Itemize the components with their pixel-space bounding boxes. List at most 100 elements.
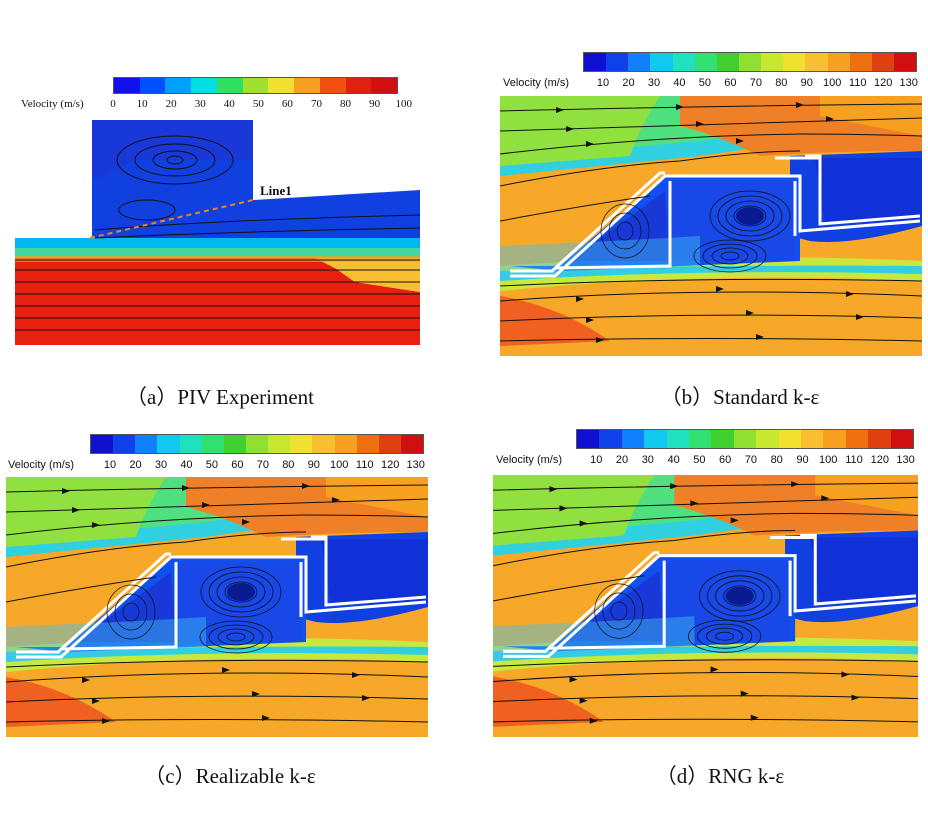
colorbar-swatch: [371, 78, 398, 93]
colorbar-tick-label: 50: [205, 459, 219, 471]
colorbar-swatch: [245, 435, 269, 453]
colorbar-tick-label: 120: [873, 77, 893, 89]
colorbar-label: Velocity (m/s): [503, 77, 570, 89]
colorbar-swatch: [827, 53, 850, 71]
standard-velocity-field: [500, 96, 922, 356]
colorbar-tick-label: 70: [310, 98, 322, 110]
colorbar-swatch: [312, 435, 335, 453]
colorbar-tick-label: 0: [110, 98, 116, 110]
colorbar-swatch: [599, 430, 622, 448]
colorbar-swatch: [738, 53, 762, 71]
colorbar-swatch: [756, 430, 779, 448]
colorbar-swatch: [672, 53, 695, 71]
colorbar-tick-label: 20: [615, 454, 629, 466]
colorbar-tick-label: 130: [896, 454, 915, 466]
colorbar-swatch: [823, 430, 846, 448]
colorbar-standard: [583, 52, 917, 72]
colorbar-swatch: [165, 78, 192, 93]
colorbar-swatch: [801, 430, 824, 448]
colorbar-swatch: [242, 78, 269, 93]
colorbar-tick-label: 60: [231, 459, 244, 471]
colorbar-swatch: [694, 53, 717, 71]
colorbar-tick-label: 40: [223, 98, 235, 110]
colorbar-label: Velocity (m/s): [8, 459, 75, 471]
colorbar-tick-label: 30: [154, 459, 168, 471]
colorbar-ticks: 10 20 30 40 50 60 70 80 90 100 110 120 130: [90, 459, 425, 473]
colorbar-swatch: [666, 430, 690, 448]
colorbar-tick-label: 110: [845, 454, 863, 466]
colorbar-swatch: [621, 430, 645, 448]
colorbar-swatch: [223, 435, 246, 453]
colorbar-swatch: [893, 53, 917, 71]
colorbar-tick-label: 60: [724, 77, 737, 89]
colorbar-tick-label: 90: [800, 77, 813, 89]
colorbar-swatch: [113, 435, 136, 453]
colorbar-swatch: [805, 53, 828, 71]
realizable-velocity-field: [6, 477, 428, 737]
colorbar-swatch: [135, 435, 158, 453]
colorbar-swatch: [179, 435, 202, 453]
colorbar-swatch: [783, 53, 806, 71]
colorbar-tick-label: 110: [848, 77, 867, 89]
colorbar-swatch: [577, 430, 600, 448]
colorbar-ticks: 10 20 30 40 50 60 70 80 90 100 110 120 130: [576, 454, 915, 468]
colorbar-swatch: [268, 78, 295, 93]
colorbar-tick-label: 60: [719, 454, 732, 466]
colorbar-swatch: [733, 430, 757, 448]
caption-c: （c）Realizable k-ε: [144, 764, 316, 788]
colorbar-swatch: [650, 53, 673, 71]
colorbar-tick-label: 20: [129, 459, 142, 471]
colorbar-swatch: [345, 78, 372, 93]
line1-annotation: Line1: [260, 183, 292, 198]
colorbar-tick-label: 10: [590, 454, 603, 466]
colorbar-swatch: [716, 53, 739, 71]
colorbar-tick-label: 50: [698, 77, 712, 89]
colorbar-tick-label: 130: [406, 459, 425, 471]
colorbar-swatch: [644, 430, 667, 448]
colorbar-tick-label: 70: [749, 77, 762, 89]
colorbar-tick-label: 20: [622, 77, 635, 89]
colorbar-tick-label: 90: [369, 98, 381, 110]
colorbar-tick-label: 20: [165, 98, 177, 110]
colorbar-swatch: [268, 435, 291, 453]
colorbar-swatch: [216, 78, 243, 93]
colorbar-tick-label: 70: [256, 459, 269, 471]
rng-velocity-field: [493, 475, 918, 737]
colorbar-swatch: [845, 430, 869, 448]
colorbar-tick-label: 40: [673, 77, 686, 89]
colorbar-swatch: [157, 435, 180, 453]
colorbar-swatch: [849, 53, 872, 71]
caption-a: （a）PIV Experiment: [126, 385, 314, 409]
colorbar-tick-label: 80: [775, 77, 788, 89]
colorbar-swatch: [890, 430, 914, 448]
colorbar-tick-label: 100: [330, 459, 349, 471]
colorbar-swatch: [378, 435, 401, 453]
colorbar-swatch: [689, 430, 712, 448]
colorbar-tick-label: 130: [899, 77, 918, 89]
colorbar-ticks: 10 20 30 40 50 60 70 80 90 100 110 120 130: [583, 77, 918, 91]
colorbar-swatch: [761, 53, 784, 71]
colorbar-tick-label: 10: [136, 98, 148, 110]
colorbar-swatch: [114, 78, 140, 93]
piv-velocity-field: Line1: [15, 120, 421, 345]
colorbar-realizable: [90, 434, 424, 454]
colorbar-tick-label: 120: [380, 459, 400, 471]
colorbar-label: Velocity (m/s): [21, 98, 84, 110]
caption-d: （d）RNG k-ε: [655, 764, 785, 788]
colorbar-ticks: 0 10 20 30 40 50 60 70 80 90 100: [110, 98, 412, 112]
colorbar-tick-label: 40: [180, 459, 193, 471]
colorbar-tick-label: 30: [641, 454, 654, 466]
colorbar-tick-label: 60: [281, 98, 293, 110]
colorbar-swatch: [191, 78, 217, 93]
colorbar-swatch: [584, 53, 607, 71]
colorbar-tick-label: 120: [870, 454, 889, 466]
colorbar-swatch: [334, 435, 357, 453]
colorbar-tick-label: 100: [819, 454, 838, 466]
colorbar-tick-label: 100: [823, 77, 842, 89]
colorbar-swatch: [139, 78, 166, 93]
colorbar-swatch: [871, 53, 894, 71]
colorbar-tick-label: 10: [103, 459, 117, 471]
colorbar-swatch: [868, 430, 891, 448]
colorbar-tick-label: 90: [796, 454, 809, 466]
colorbar-tick-label: 90: [307, 459, 320, 471]
